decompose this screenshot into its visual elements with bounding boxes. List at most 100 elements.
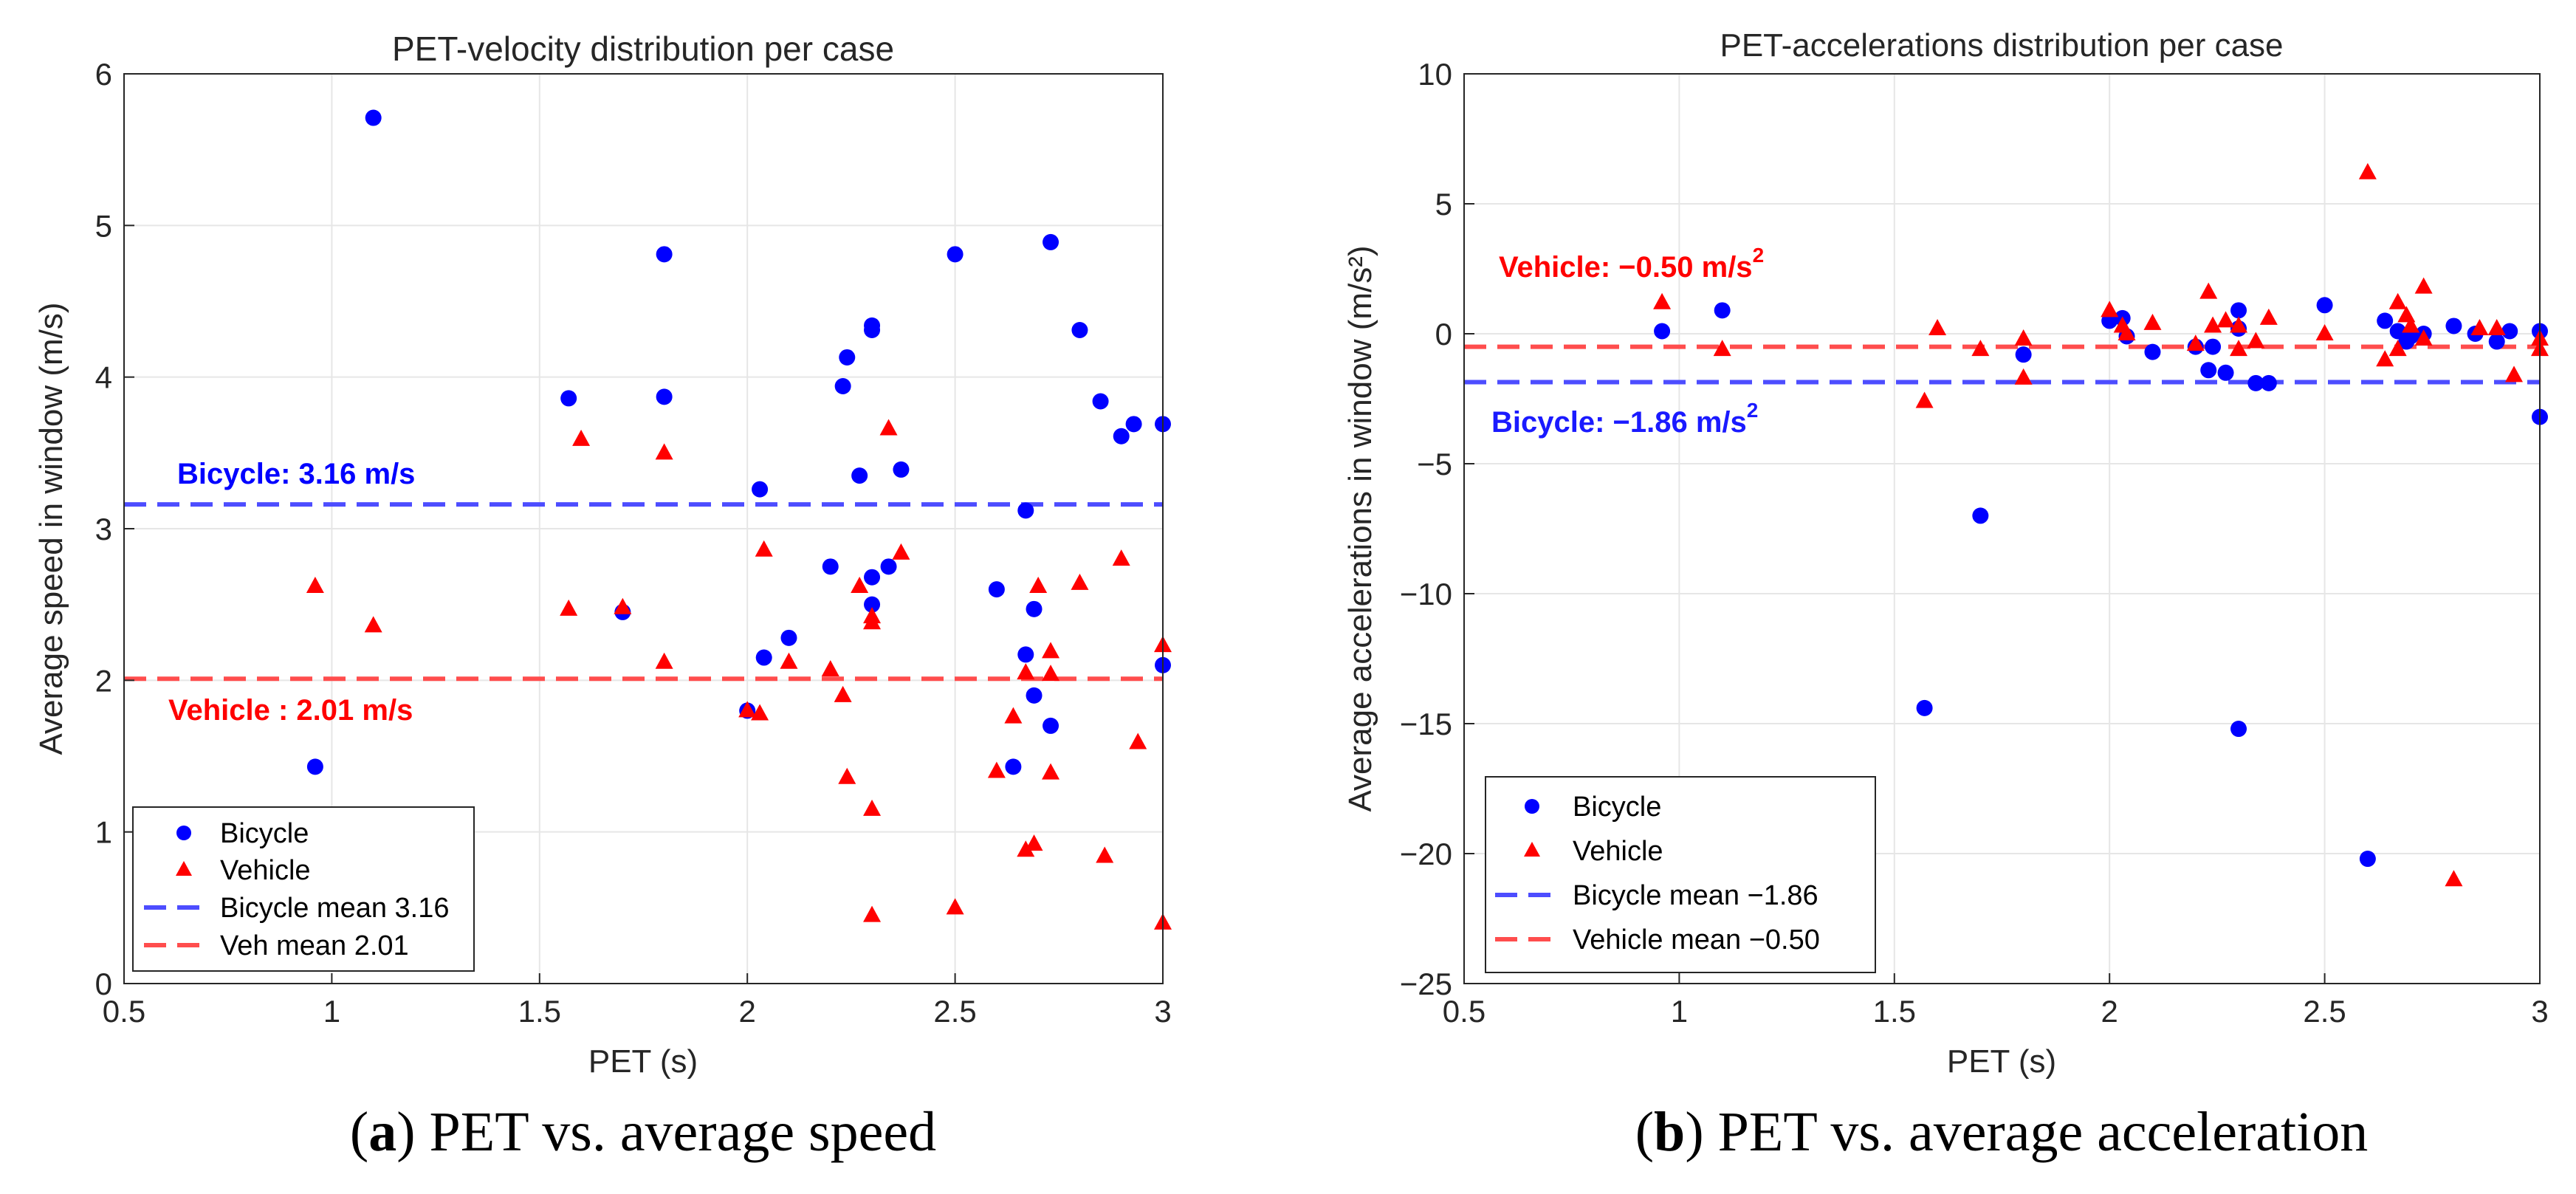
bicycle-point bbox=[2359, 851, 2376, 868]
bicycle-point bbox=[2247, 374, 2264, 391]
bicycle-point bbox=[1113, 428, 1130, 445]
vehicle-point bbox=[1071, 573, 1089, 590]
y-tick-label: 4 bbox=[95, 360, 112, 395]
vehicle-point bbox=[2505, 366, 2524, 382]
ticks-b: 0.5 1 1.5 2 2.5 3 −25 −20 −15 −10 −5 0 5 10 bbox=[1400, 57, 2549, 1029]
x-tick-label: 2 bbox=[2101, 994, 2118, 1029]
bicycle-point bbox=[2217, 364, 2234, 381]
vehicle-point bbox=[863, 799, 882, 816]
vehicle-point bbox=[2315, 324, 2334, 340]
means-b bbox=[1464, 344, 2540, 385]
x-tick-label: 3 bbox=[1154, 994, 1171, 1029]
legend-bicycle-marker-b bbox=[1525, 799, 1539, 814]
bicycle-point bbox=[1071, 322, 1088, 339]
y-tick-label: −5 bbox=[1417, 447, 1452, 481]
vehicle-point bbox=[987, 761, 1006, 778]
bicycle-point bbox=[2377, 312, 2394, 329]
bicycle-point bbox=[755, 649, 772, 666]
bicycle-point bbox=[864, 317, 881, 334]
legend-bicycle-mean-label-b: Bicycle mean −1.86 bbox=[1573, 880, 1818, 911]
means-a bbox=[124, 502, 1163, 682]
panel-a: 0.5 1 1.5 2 2.5 3 0 1 2 3 4 5 6 PET-velocity distrib… bbox=[33, 30, 1172, 1080]
bicycle-point bbox=[656, 388, 673, 405]
vehicle-point bbox=[751, 704, 769, 721]
vehicle-point bbox=[1025, 834, 1043, 851]
bicycle-point bbox=[752, 481, 769, 498]
bicycle-point bbox=[834, 377, 851, 394]
vehicle-point bbox=[614, 597, 632, 614]
y-tick-label: 5 bbox=[95, 208, 112, 243]
x-axis-label-b: PET (s) bbox=[1947, 1043, 2056, 1080]
caption-b-text: PET vs. average acceleration bbox=[1704, 1101, 2369, 1163]
y-tick-label: −10 bbox=[1400, 577, 1452, 611]
bicycle-point bbox=[988, 581, 1005, 598]
bicycle-point bbox=[1017, 502, 1034, 519]
legend-vehicle-marker-b bbox=[1524, 842, 1540, 857]
vehicle-point bbox=[2487, 318, 2506, 335]
vehicle-point bbox=[1915, 391, 1934, 408]
vehicle-mean-annotation-b: Vehicle: −0.50 m/s2 bbox=[1499, 244, 1764, 284]
vehicle-point bbox=[1713, 340, 1731, 357]
x-tick-label: 2 bbox=[739, 994, 756, 1029]
vehicle-point bbox=[1042, 763, 1060, 780]
vehicle-mean-annotation-b-text: Vehicle: −0.50 m/s bbox=[1499, 251, 1753, 284]
y-tick-label: 0 bbox=[95, 967, 112, 1001]
x-tick-label: 1.5 bbox=[1873, 994, 1916, 1029]
vehicle-point bbox=[2014, 329, 2033, 346]
vehicle-point bbox=[1017, 840, 1035, 857]
y-tick-label: 5 bbox=[1435, 187, 1452, 222]
legend-vehicle-label-a: Vehicle bbox=[220, 855, 311, 886]
vehicle-point bbox=[2470, 318, 2489, 335]
y-tick-label: 3 bbox=[95, 512, 112, 546]
vehicle-mean-annotation-a: Vehicle : 2.01 m/s bbox=[168, 694, 413, 727]
bicycle-mean-annotation-a: Bicycle: 3.16 m/s bbox=[177, 458, 415, 490]
y-axis-label-b: Average accelerations in window (m/s²) bbox=[1342, 245, 1378, 812]
marks-a bbox=[306, 109, 1172, 930]
bicycle-point bbox=[893, 461, 910, 478]
bicycle-point bbox=[2205, 338, 2222, 355]
legend-vehicle-marker-a bbox=[176, 861, 192, 876]
vehicle-point bbox=[364, 616, 382, 633]
bicycle-point bbox=[1043, 717, 1059, 734]
vehicle-point bbox=[1096, 846, 1114, 863]
vehicle-point bbox=[1928, 318, 1947, 335]
bicycle-mean-annotation-b-sup: 2 bbox=[1747, 399, 1759, 422]
bicycle-point bbox=[2488, 333, 2505, 350]
vehicle-point bbox=[1129, 732, 1147, 749]
bicycle-point bbox=[656, 246, 673, 263]
vehicle-point bbox=[2414, 329, 2433, 346]
y-tick-label: 0 bbox=[1435, 317, 1452, 351]
y-axis-label-a: Average speed in window (m/s) bbox=[33, 302, 69, 755]
caption-b: (b) PET vs. average acceleration bbox=[1635, 1101, 2369, 1163]
legend-bicycle-marker-a bbox=[176, 826, 191, 840]
bicycle-point bbox=[2230, 302, 2247, 319]
vehicle-point bbox=[2143, 313, 2162, 330]
vehicle-point bbox=[2388, 292, 2407, 309]
vehicle-point bbox=[780, 652, 798, 669]
caption-a-letter: a bbox=[368, 1101, 396, 1163]
bicycle-mean-annotation-b: Bicycle: −1.86 m/s2 bbox=[1491, 399, 1758, 439]
vehicle-point bbox=[2230, 340, 2248, 357]
vehicle-point bbox=[2388, 340, 2407, 357]
vehicle-point bbox=[851, 577, 869, 594]
caption-b-letter: b bbox=[1654, 1101, 1685, 1163]
panel-b: 0.5 1 1.5 2 2.5 3 −25 −20 −15 −10 −5 0 5 10 PET-accel… bbox=[1342, 27, 2549, 1080]
vehicle-point bbox=[834, 685, 852, 702]
chart-title-b: PET-accelerations distribution per case bbox=[1720, 27, 2283, 64]
bicycle-point bbox=[880, 558, 897, 575]
y-tick-label: 1 bbox=[95, 815, 112, 850]
bicycle-point bbox=[864, 596, 881, 613]
bicycle-point bbox=[864, 569, 881, 586]
y-tick-label: −20 bbox=[1400, 837, 1452, 871]
vehicle-point bbox=[755, 540, 773, 557]
bicycle-point bbox=[1972, 507, 1989, 524]
vehicle-point bbox=[2376, 350, 2394, 367]
vehicle-point bbox=[2402, 316, 2420, 333]
vehicle-mean-annotation-b-sup: 2 bbox=[1753, 244, 1765, 267]
caption-a-text: PET vs. average speed bbox=[416, 1101, 937, 1163]
bicycle-point bbox=[2260, 374, 2277, 391]
marks-b bbox=[1653, 162, 2549, 887]
legend-vehicle-mean-label-b: Vehicle mean −0.50 bbox=[1573, 924, 1820, 955]
plot-frame-b bbox=[1463, 73, 2541, 984]
